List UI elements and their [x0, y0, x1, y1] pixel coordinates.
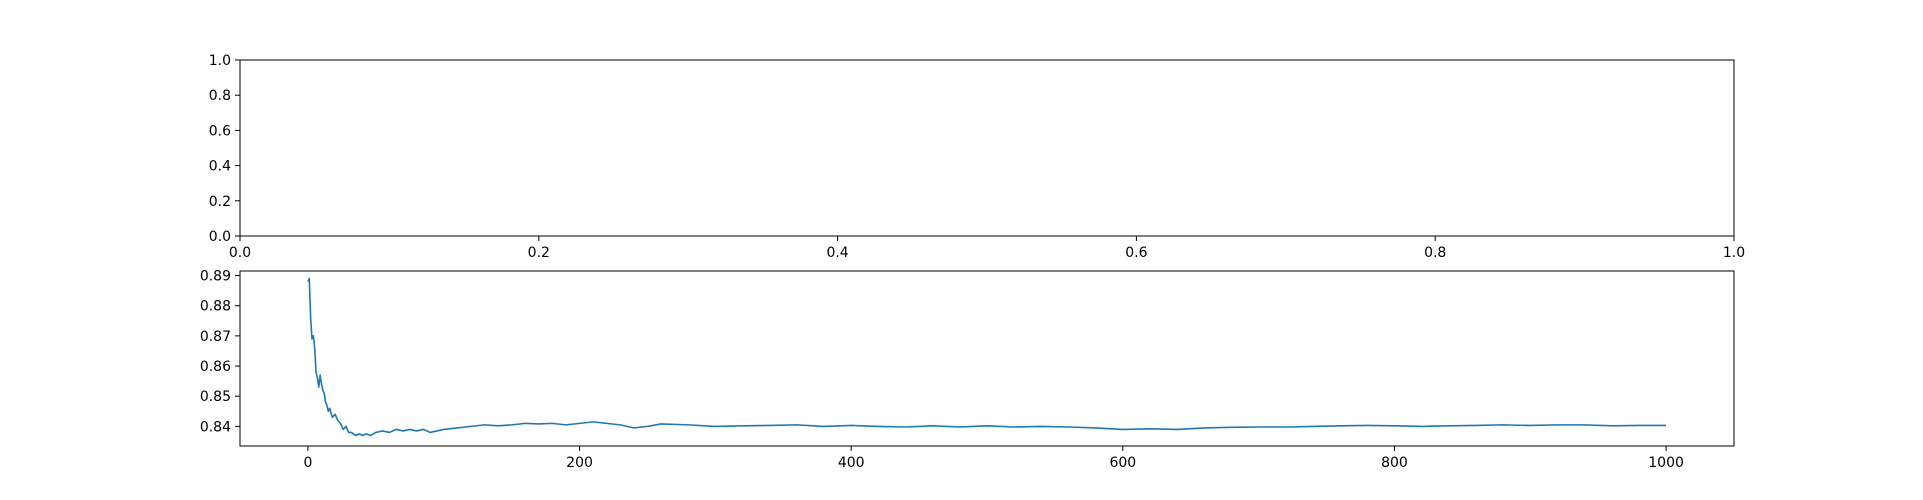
bottom-x-tick-label: 600	[1109, 455, 1136, 471]
top-x-tick-label: 0.4	[826, 245, 848, 261]
bottom-axes-frame	[239, 270, 1735, 447]
top-x-tick-label: 0.0	[229, 245, 251, 261]
bottom-axes: 0 200 400 600 800 1000 0.84 0.85 0.86 0.87 0.88 0.8…	[200, 269, 1735, 471]
bottom-y-tick-label: 0.85	[200, 389, 231, 405]
bottom-y-tick-label: 0.89	[200, 269, 231, 285]
bottom-y-tick-label: 0.84	[200, 419, 231, 435]
bottom-x-tick-label: 1000	[1648, 455, 1684, 471]
bottom-x-tick-label: 200	[566, 455, 593, 471]
top-y-tick-label: 0.2	[209, 194, 231, 210]
bottom-x-tick-label: 800	[1381, 455, 1408, 471]
top-axes-frame	[239, 59, 1735, 237]
bottom-x-tick-label: 0	[303, 455, 312, 471]
top-x-tick-label: 0.2	[528, 245, 550, 261]
bottom-series-line-0	[307, 277, 1667, 437]
bottom-y-tick-label: 0.87	[200, 329, 231, 345]
bottom-y-tick-label: 0.88	[200, 299, 231, 315]
top-y-tick-label: 0.0	[209, 229, 231, 245]
top-axes: 0.0 0.2 0.4 0.6 0.8 1.0 0.0 0.2 0.4 0.6 0.8 1.0	[209, 53, 1745, 261]
top-x-tick-label: 1.0	[1723, 245, 1745, 261]
top-x-tick-label: 0.6	[1125, 245, 1147, 261]
bottom-x-tick-label: 400	[838, 455, 865, 471]
top-y-tick-label: 0.4	[209, 159, 231, 175]
top-y-tick-label: 1.0	[209, 53, 231, 69]
top-y-tick-label: 0.6	[209, 123, 231, 139]
top-y-tick-label: 0.8	[209, 88, 231, 104]
bottom-y-tick-label: 0.86	[200, 359, 231, 375]
top-x-tick-label: 0.8	[1424, 245, 1446, 261]
